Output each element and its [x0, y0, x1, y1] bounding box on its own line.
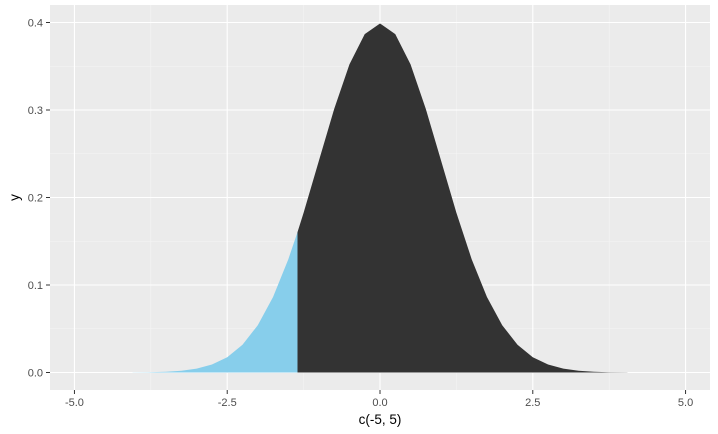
y-tick-label: 0.3	[28, 105, 43, 117]
x-tick-label: -5.0	[65, 397, 84, 409]
density-areas	[132, 23, 628, 373]
x-tick-label: 5.0	[678, 397, 693, 409]
y-tick-label: 0.0	[28, 368, 43, 380]
y-tick-label: 0.4	[28, 18, 43, 30]
y-tick-label: 0.2	[28, 193, 43, 205]
x-axis: -5.0 -2.5 0.0 2.5 5.0	[65, 390, 693, 409]
density-area	[297, 23, 628, 373]
x-axis-title: c(-5, 5)	[359, 412, 402, 427]
y-axis-title: y	[7, 194, 22, 201]
y-axis: 0.0 0.1 0.2 0.3 0.4	[28, 18, 50, 380]
y-tick-label: 0.1	[28, 280, 43, 292]
shaded-tail-area	[132, 232, 298, 373]
x-tick-label: 2.5	[525, 397, 540, 409]
x-tick-label: -2.5	[218, 397, 237, 409]
x-tick-label: 0.0	[372, 397, 387, 409]
